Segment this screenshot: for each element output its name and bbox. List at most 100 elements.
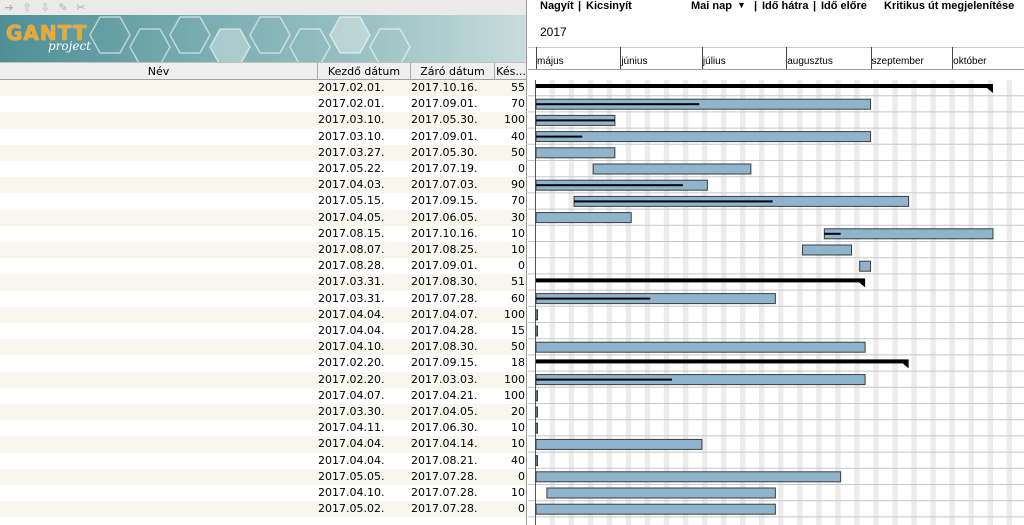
task-start-date: 2017.03.31. <box>318 291 385 305</box>
task-row[interactable]: Létszám véglegesítése/próbaidős szerződé… <box>0 452 526 469</box>
task-end-date: 2017.07.28. <box>411 469 478 483</box>
weekend-stripe <box>968 80 974 525</box>
task-row[interactable]: Munkaszerződés - draft2017.04.04.2017.04… <box>0 436 526 453</box>
task-bar <box>535 503 776 515</box>
task-row[interactable]: Orosz gyári dolgozók képzésére felkészül… <box>0 485 526 502</box>
task-end-date: 2017.04.07. <box>411 307 478 321</box>
task-start-date: 2017.03.27. <box>318 145 385 159</box>
task-end-date: 2017.08.21. <box>411 453 478 467</box>
today-button[interactable]: Mai nap <box>691 0 732 12</box>
task-row[interactable]: Szükséges eszközök előkészítése (mukaruh… <box>0 501 526 518</box>
task-completion: 50 <box>511 145 525 159</box>
task-completion: 15 <box>511 324 525 337</box>
summary-bar-end-marker <box>986 88 993 93</box>
gantt-bars[interactable] <box>528 80 1024 525</box>
summary-bar-end-marker <box>859 282 866 288</box>
task-group-row[interactable]: −Építkezés2017.02.01.2017.10.16.55 <box>0 80 526 97</box>
task-row[interactable]: Álláshirdetések összesítése, első szűrő2… <box>0 387 526 404</box>
separator: | <box>813 0 817 12</box>
task-bar <box>535 422 538 434</box>
task-end-date: 2017.09.15. <box>411 194 478 208</box>
task-completion: 40 <box>511 453 525 467</box>
task-row[interactable]: Gyártó üzem épület fémszerkezet2017.03.1… <box>0 112 526 129</box>
task-group-row[interactable]: −HR2017.02.20.2017.09.15.18 <box>0 355 526 372</box>
task-completion: 10 <box>511 226 525 240</box>
task-row[interactable]: Munkavállalók - ÜTLEVÉL!2017.04.11.2017.… <box>0 420 526 437</box>
task-completion: 90 <box>511 178 525 192</box>
column-header-end[interactable]: Záró dátum <box>411 63 495 80</box>
task-table-pane: ➔ ⇧ ⇩ ✎ ✂ GANTT project Név Kezdő d <box>0 0 527 525</box>
task-row[interactable]: Munkavállalók2017.04.04.2017.04.07.100 <box>0 306 526 323</box>
task-completion: 100 <box>504 113 525 127</box>
column-header-name[interactable]: Név <box>0 63 318 80</box>
weekend-stripe <box>911 80 917 525</box>
today-dropdown-chevron-down-icon[interactable]: ▼ <box>737 0 746 10</box>
task-completion: 18 <box>511 356 525 370</box>
task-start-date: 2017.03.10. <box>318 113 385 127</box>
task-row[interactable]: Tiszta tér infrastruktúra építése2017.08… <box>0 242 526 259</box>
critical-path-button[interactable]: Kritikus út megjelenítése <box>884 0 1015 12</box>
task-row[interactable]: Irodaépület2017.02.01.2017.09.01.70 <box>0 96 526 113</box>
task-group-row[interactable]: −Engedélyek2017.03.31.2017.08.30.51 <box>0 274 526 291</box>
logo-project-text: project <box>48 39 92 53</box>
chart-toolbar: Nagyít | Kicsinyít Mai nap ▼ | Idő hátra… <box>528 0 1024 14</box>
time-forward-button[interactable]: Idő előre <box>821 0 867 12</box>
task-progress-line <box>536 184 683 187</box>
link-icon[interactable]: ✎ <box>58 0 68 14</box>
timeline-months-row: május június július augusztus szeptember októ… <box>528 47 1024 70</box>
task-row[interactable]: KAZÁN BEÜZEMELÉSE2017.05.22.2017.07.19.0 <box>0 161 526 178</box>
weekend-stripe <box>778 80 784 525</box>
arrow-up-icon[interactable]: ⇧ <box>22 0 32 14</box>
task-start-date: 2017.04.04. <box>318 324 385 337</box>
task-row[interactable]: Alapanyag2017.04.04.2017.04.28.15 <box>0 323 526 340</box>
column-header-start[interactable]: Kezdő dátum <box>318 63 411 80</box>
arrow-right-icon[interactable]: ➔ <box>4 0 14 14</box>
zoom-in-button[interactable]: Nagyít <box>540 0 574 12</box>
task-row[interactable]: Beléptető rendszer telepítése, beüzemelé… <box>0 258 526 275</box>
task-completion: 55 <box>511 81 525 94</box>
task-end-date: 2017.08.30. <box>411 275 478 289</box>
task-completion: 10 <box>511 486 525 499</box>
task-end-date: 2017.05.30. <box>411 113 478 127</box>
task-progress-line <box>536 135 583 138</box>
task-row[interactable]: Belső műszaki hálózatok kialakítása, kom… <box>0 209 526 226</box>
task-row[interactable]: Tetőszerkezet2017.04.03.2017.07.03.90 <box>0 177 526 194</box>
task-end-date: 2017.07.19. <box>411 162 478 175</box>
task-start-date: 2017.02.20. <box>318 372 385 386</box>
zoom-out-button[interactable]: Kicsinyít <box>586 0 632 12</box>
task-row[interactable]: Tisztatér építése2017.08.15.2017.10.16.1… <box>0 225 526 242</box>
task-row[interactable]: PADLÓ (végleges forma - polimer)2017.05.… <box>0 193 526 210</box>
task-row[interactable]: Gépek - kivitel2017.03.31.2017.07.28.60 <box>0 290 526 307</box>
task-start-date: 2017.04.04. <box>318 307 385 321</box>
task-row[interactable]: Gyártó üzem épület2017.03.10.2017.09.01.… <box>0 128 526 145</box>
column-header-completion[interactable]: Kés... <box>496 65 526 78</box>
task-bar <box>859 260 872 272</box>
logo-banner: GANTT project <box>0 15 526 62</box>
task-bar <box>535 212 632 224</box>
task-progress-line <box>536 103 700 106</box>
task-row[interactable]: KAZÁN2017.03.27.2017.05.30.50 <box>0 144 526 161</box>
task-progress-line <box>536 378 672 381</box>
weekend-stripe <box>987 80 993 525</box>
task-end-date: 2017.09.01. <box>411 97 478 111</box>
unlink-icon[interactable]: ✂ <box>76 0 86 14</box>
summary-bar <box>536 84 993 88</box>
weekend-stripe <box>930 80 936 525</box>
month-tick <box>786 47 788 69</box>
task-progress-line <box>536 297 651 300</box>
summary-bar <box>536 278 866 283</box>
task-start-date: 2017.08.15. <box>318 226 385 240</box>
task-end-date: 2017.10.16. <box>411 81 478 94</box>
weekend-stripe <box>873 80 879 525</box>
task-bar <box>535 309 538 321</box>
task-row[interactable]: Orosz projektmenedzser kiválasztása2017.… <box>0 371 526 388</box>
task-row[interactable]: Egyeztetés orosz törvényekkel kapcs. Pl.… <box>0 404 526 421</box>
timeline-year-row: 2017 <box>528 18 1024 48</box>
task-bar <box>535 390 538 402</box>
arrow-down-icon[interactable]: ⇩ <box>40 0 50 14</box>
task-row[interactable]: Utazás megszervezése, vízumügyintézés201… <box>0 468 526 485</box>
weekend-stripe <box>949 80 955 525</box>
task-row[interactable]: Szerződések2017.04.10.2017.08.30.50 <box>0 339 526 356</box>
time-back-button[interactable]: Idő hátra <box>762 0 809 12</box>
month-label: október <box>953 56 987 67</box>
